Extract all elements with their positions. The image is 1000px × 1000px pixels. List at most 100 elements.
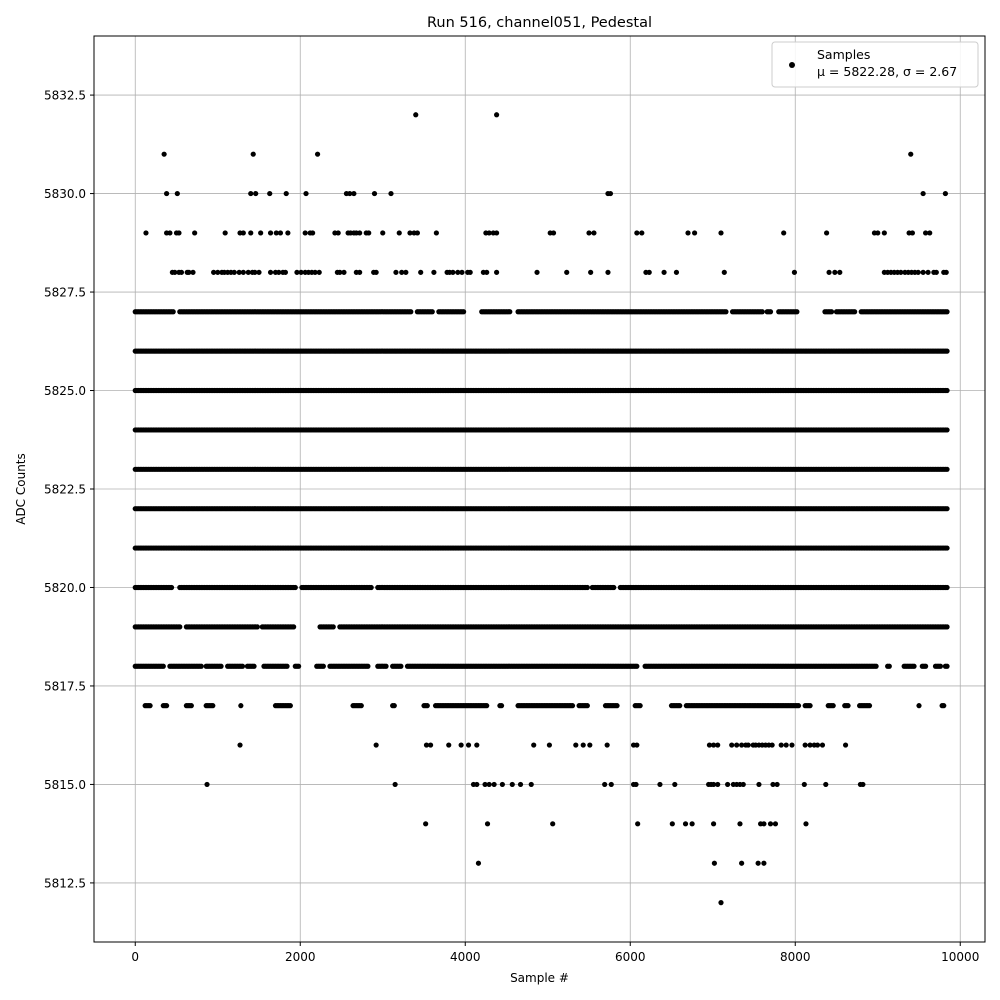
data-point	[192, 230, 198, 236]
data-point	[573, 742, 579, 748]
data-point	[755, 860, 761, 866]
data-point	[418, 269, 424, 275]
data-point	[388, 190, 394, 197]
data-point	[177, 624, 183, 630]
data-point	[287, 703, 293, 709]
data-point	[941, 703, 947, 709]
data-point	[413, 112, 419, 118]
data-point	[391, 703, 397, 709]
data-point	[291, 624, 297, 630]
data-point	[368, 584, 374, 591]
data-point	[943, 269, 949, 275]
data-point	[475, 860, 482, 866]
data-point	[147, 703, 153, 709]
data-point	[396, 230, 402, 236]
data-point	[824, 230, 830, 236]
data-point	[320, 663, 326, 669]
data-point	[240, 230, 246, 236]
data-point	[231, 269, 237, 275]
data-point	[832, 269, 838, 275]
data-point	[176, 230, 182, 236]
data-point	[298, 269, 304, 275]
data-point	[944, 466, 950, 472]
data-point	[267, 230, 274, 236]
data-point	[365, 663, 371, 669]
data-point	[160, 663, 166, 669]
data-point	[484, 821, 491, 827]
data-point	[459, 269, 465, 275]
data-point	[734, 742, 740, 748]
data-point	[446, 742, 452, 748]
data-point	[937, 663, 944, 669]
data-point	[188, 703, 194, 709]
data-point	[682, 821, 689, 827]
data-point	[875, 230, 881, 236]
data-point	[634, 663, 640, 669]
data-point	[729, 742, 735, 748]
data-point	[860, 781, 866, 788]
data-point	[745, 742, 751, 748]
data-point	[774, 781, 780, 788]
data-point	[819, 742, 826, 748]
data-point	[614, 703, 620, 709]
data-point	[407, 230, 413, 236]
data-point	[433, 230, 439, 236]
data-point	[803, 821, 809, 827]
data-point	[528, 781, 534, 788]
data-point	[942, 190, 949, 197]
data-point	[403, 269, 409, 275]
data-point	[944, 506, 950, 512]
data-point	[826, 269, 832, 275]
data-point	[392, 781, 398, 788]
data-point	[431, 269, 437, 275]
data-point	[428, 742, 434, 748]
data-point	[455, 269, 461, 275]
data-point	[499, 781, 505, 788]
data-point	[474, 742, 480, 748]
data-point	[633, 781, 639, 788]
data-point	[254, 624, 260, 630]
data-point	[357, 269, 363, 275]
data-point	[484, 703, 490, 709]
data-point	[178, 269, 185, 275]
data-point	[909, 230, 916, 236]
data-point	[580, 742, 586, 748]
data-point	[721, 269, 727, 275]
data-point	[546, 742, 553, 748]
data-point	[920, 269, 926, 275]
data-point	[944, 663, 950, 669]
data-point	[715, 781, 721, 788]
data-point	[282, 269, 288, 275]
data-point	[383, 663, 389, 669]
data-point	[373, 269, 379, 275]
data-point	[783, 742, 789, 748]
data-point	[170, 309, 176, 315]
data-point	[740, 781, 746, 788]
data-point	[245, 269, 251, 275]
data-point	[211, 269, 217, 275]
data-point	[550, 230, 557, 236]
data-point	[602, 781, 608, 788]
data-point	[608, 781, 614, 788]
data-point	[347, 190, 353, 197]
data-point	[944, 427, 950, 433]
data-point	[920, 190, 926, 197]
data-point	[944, 584, 950, 591]
data-point	[689, 821, 695, 827]
data-point	[564, 269, 570, 275]
data-point	[923, 230, 929, 236]
data-point	[498, 703, 505, 709]
data-point	[251, 663, 257, 669]
data-point	[761, 860, 767, 866]
data-point	[710, 742, 717, 748]
data-point	[486, 781, 492, 788]
data-point	[450, 269, 456, 275]
data-point	[393, 269, 399, 275]
data-point	[823, 781, 829, 788]
data-point	[296, 663, 302, 669]
data-point	[174, 190, 180, 197]
data-point	[661, 269, 667, 275]
data-point	[204, 781, 210, 788]
data-point	[923, 663, 929, 669]
